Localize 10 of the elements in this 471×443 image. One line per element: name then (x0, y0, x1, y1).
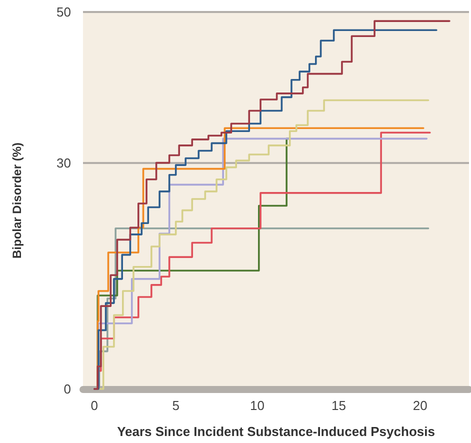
y-axis-title: Bipolar Disorder (%) (10, 142, 24, 259)
x-tick-label: 10 (250, 398, 265, 413)
x-tick-label: 0 (90, 398, 98, 413)
x-tick-label: 20 (412, 398, 428, 413)
x-tick-label: 15 (331, 398, 346, 413)
y-tick-label: 30 (56, 155, 71, 170)
y-tick-label: 0 (64, 382, 71, 396)
x-tick-label: 5 (172, 398, 180, 413)
y-tick-label: 50 (56, 4, 71, 20)
x-axis-title: Years Since Incident Substance-Induced Psychosis (117, 424, 435, 439)
